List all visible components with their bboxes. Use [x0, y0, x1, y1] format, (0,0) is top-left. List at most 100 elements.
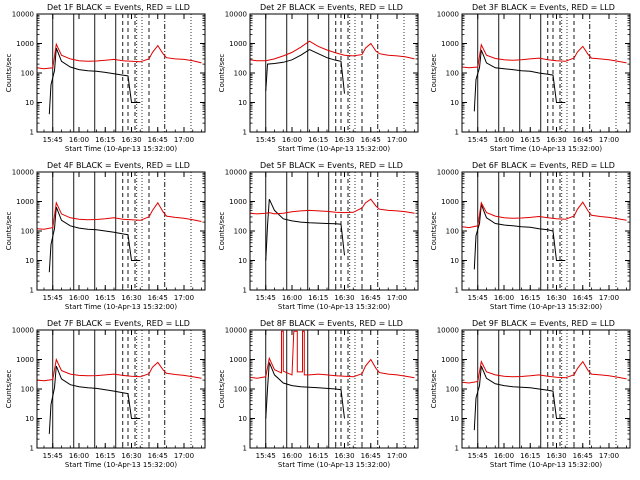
x-tick-label: 17:00: [599, 294, 619, 302]
x-tick-label: 16:15: [95, 452, 115, 460]
x-tick-label: 16:30: [121, 136, 141, 144]
y-axis-label: Counts/sec: [218, 370, 226, 409]
x-tick-label: 16:30: [334, 136, 354, 144]
y-tick-label: 10: [238, 257, 247, 265]
plot-frame: [36, 13, 206, 133]
series-events: [473, 204, 566, 270]
y-tick-label: 100: [234, 228, 247, 236]
plot-frame: [249, 171, 419, 291]
x-tick-label: 16:15: [95, 294, 115, 302]
y-tick-label: 1000: [229, 40, 247, 48]
y-tick-label: 10: [450, 415, 459, 423]
y-tick-label: 10: [450, 257, 459, 265]
plot-frame: [36, 171, 206, 291]
y-tick-label: 10000: [12, 327, 34, 335]
series-events: [265, 362, 345, 419]
y-tick-label: 10000: [437, 11, 459, 19]
y-tick-label: 10: [238, 99, 247, 107]
x-tick-label: 15:45: [43, 136, 63, 144]
x-tick-label: 16:45: [361, 136, 381, 144]
panel-title: Det 5F BLACK = Events, RED = LLD: [260, 161, 403, 170]
x-tick-label: 16:45: [573, 136, 593, 144]
x-tick-label: 17:00: [387, 452, 407, 460]
plot-frame: [249, 329, 419, 449]
series-lld: [249, 330, 415, 379]
x-tick-label: 16:30: [121, 452, 141, 460]
panel-title: Det 2F BLACK = Events, RED = LLD: [260, 3, 403, 12]
x-tick-label: 17:00: [174, 136, 194, 144]
panel-det-2: Det 2F BLACK = Events, RED = LLD 1 10 100 10…: [218, 3, 419, 153]
y-axis-label: Counts/sec: [430, 54, 438, 93]
x-tick-label: 15:45: [468, 136, 488, 144]
x-tick-label: 15:45: [43, 452, 63, 460]
x-axis-label: Start Time (10-Apr-13 15:32:00): [65, 461, 177, 469]
x-tick-label: 16:00: [282, 294, 302, 302]
x-axis-label: Start Time (10-Apr-13 15:32:00): [490, 145, 602, 153]
x-axis-label: Start Time (10-Apr-13 15:32:00): [278, 145, 390, 153]
y-axis-label: Counts/sec: [5, 212, 13, 251]
x-tick-label: 16:00: [494, 136, 514, 144]
x-tick-label: 16:45: [148, 136, 168, 144]
y-tick-label: 1: [30, 445, 34, 453]
x-tick-label: 16:30: [334, 294, 354, 302]
x-tick-label: 16:00: [69, 136, 89, 144]
y-tick-label: 1: [243, 445, 247, 453]
y-tick-label: 1000: [229, 198, 247, 206]
x-tick-label: 16:45: [361, 294, 381, 302]
y-tick-label: 1: [30, 129, 34, 137]
y-tick-label: 100: [21, 70, 34, 78]
x-tick-label: 16:45: [148, 294, 168, 302]
x-tick-label: 16:00: [69, 452, 89, 460]
y-tick-label: 1000: [441, 40, 459, 48]
x-axis-label: Start Time (10-Apr-13 15:32:00): [65, 145, 177, 153]
panel-det-8: Det 8F BLACK = Events, RED = LLD 1 10 100 10…: [218, 319, 419, 469]
x-tick-label: 16:30: [546, 294, 566, 302]
series-events: [473, 365, 566, 431]
x-axis-label: Start Time (10-Apr-13 15:32:00): [490, 303, 602, 311]
series-events: [48, 206, 141, 273]
y-tick-label: 100: [446, 386, 459, 394]
y-tick-label: 10000: [225, 327, 247, 335]
x-axis-label: Start Time (10-Apr-13 15:32:00): [490, 461, 602, 469]
y-axis-label: Counts/sec: [218, 54, 226, 93]
series-lld: [249, 40, 415, 62]
x-tick-label: 16:45: [573, 452, 593, 460]
x-tick-label: 16:30: [334, 452, 354, 460]
series-lld: [36, 42, 202, 70]
y-tick-label: 1000: [16, 198, 34, 206]
plot-frame: [461, 13, 631, 133]
plot-frame: [249, 13, 419, 133]
y-tick-label: 1000: [441, 356, 459, 364]
x-tick-label: 17:00: [387, 294, 407, 302]
x-tick-label: 16:45: [361, 452, 381, 460]
y-tick-label: 10: [450, 99, 459, 107]
y-tick-label: 1000: [16, 40, 34, 48]
x-tick-label: 15:45: [256, 294, 276, 302]
series-lld: [461, 43, 627, 69]
series-events: [473, 49, 566, 112]
x-tick-label: 17:00: [599, 136, 619, 144]
y-axis-label: Counts/sec: [430, 212, 438, 251]
y-tick-label: 100: [234, 70, 247, 78]
x-tick-label: 16:15: [95, 136, 115, 144]
x-axis-label: Start Time (10-Apr-13 15:32:00): [278, 461, 390, 469]
plot-frame: [36, 329, 206, 449]
x-tick-label: 16:45: [573, 294, 593, 302]
y-tick-label: 10: [25, 99, 34, 107]
x-tick-label: 16:00: [69, 294, 89, 302]
panel-det-9: Det 9F BLACK = Events, RED = LLD 1 10 100 10…: [430, 319, 631, 469]
panel-title: Det 3F BLACK = Events, RED = LLD: [472, 3, 615, 12]
panel-det-4: Det 4F BLACK = Events, RED = LLD 1 10 100 10…: [5, 161, 206, 311]
y-tick-label: 1000: [16, 356, 34, 364]
series-lld: [249, 198, 415, 215]
y-tick-label: 1: [455, 445, 459, 453]
x-tick-label: 16:00: [282, 452, 302, 460]
y-tick-label: 1: [243, 129, 247, 137]
panel-det-1: Det 1F BLACK = Events, RED = LLD 1 10 100 10…: [5, 3, 206, 153]
panel-title: Det 1F BLACK = Events, RED = LLD: [47, 3, 190, 12]
x-tick-label: 16:15: [308, 136, 328, 144]
x-axis-label: Start Time (10-Apr-13 15:32:00): [65, 303, 177, 311]
panel-title: Det 7F BLACK = Events, RED = LLD: [47, 319, 190, 328]
y-tick-label: 100: [21, 386, 34, 394]
